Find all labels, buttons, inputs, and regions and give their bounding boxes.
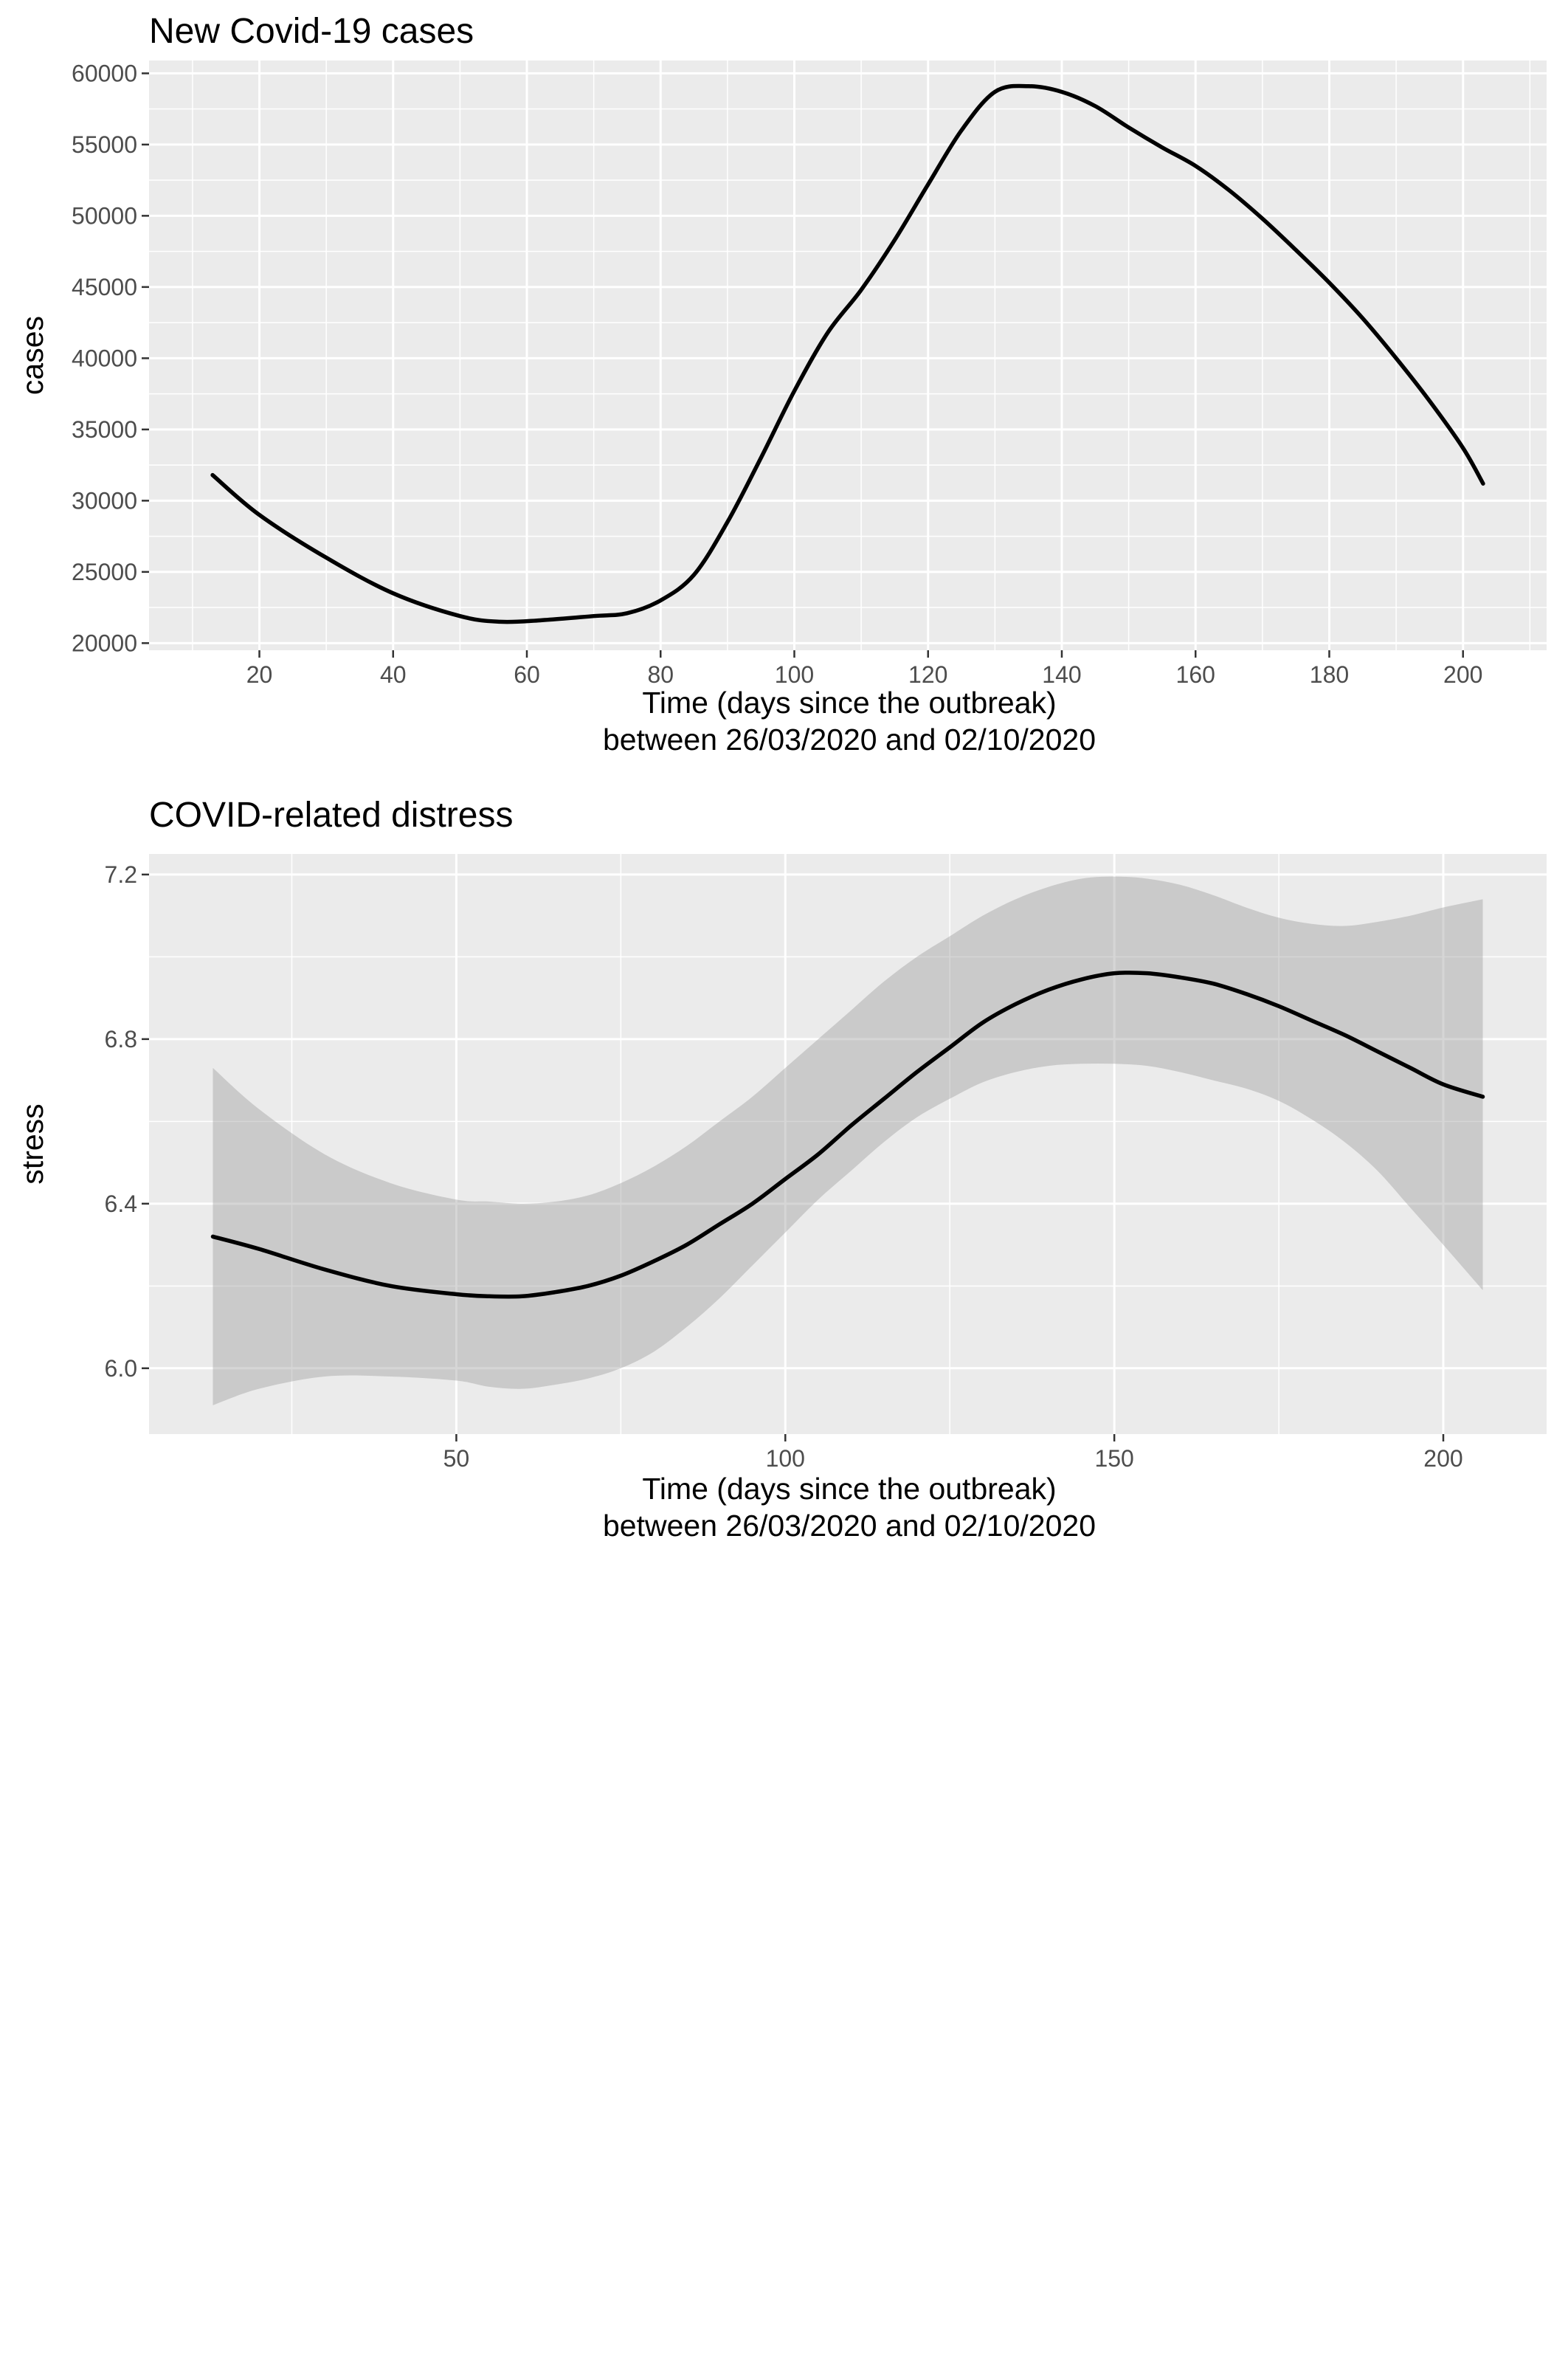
y-axis-title: stress: [15, 1103, 49, 1184]
y-tick-label: 20000: [72, 630, 137, 656]
x-axis-title: Time (days since the outbreak): [642, 686, 1056, 720]
gridlines: [149, 61, 1547, 650]
x-axis-title: Time (days since the outbreak): [642, 1472, 1056, 1506]
plot-panel: [149, 61, 1547, 650]
y-tick-label: 60000: [72, 60, 137, 86]
y-tick-label: 7.2: [105, 861, 137, 888]
y-tick-label: 50000: [72, 202, 137, 229]
x-tick-label: 200: [1423, 1445, 1462, 1472]
y-axis-title: cases: [15, 316, 49, 395]
x-tick-label: 150: [1094, 1445, 1133, 1472]
confidence-band: [213, 876, 1483, 1405]
axis-ticks: 20 40 60 80 100 120 140 160 180 200 20000 25000 3000…: [72, 60, 1482, 688]
y-tick-label: 35000: [72, 416, 137, 443]
plot-panel: [149, 854, 1547, 1434]
y-tick-label: 6.0: [105, 1355, 137, 1382]
x-tick-label: 120: [908, 661, 947, 688]
x-tick-label: 180: [1310, 661, 1349, 688]
x-tick-label: 100: [775, 661, 814, 688]
x-tick-label: 40: [380, 661, 407, 688]
x-tick-label: 100: [766, 1445, 805, 1472]
chart-distress: COVID-related distress 50 100 150 200 6.0 6.4…: [15, 796, 1547, 1543]
x-tick-label: 60: [514, 661, 540, 688]
y-tick-label: 40000: [72, 345, 137, 371]
chart-title: COVID-related distress: [149, 796, 513, 835]
series-line: [210, 971, 1485, 1299]
x-tick-label: 20: [246, 661, 273, 688]
x-tick-label: 160: [1176, 661, 1215, 688]
data-marks: [210, 876, 1485, 1405]
series-line: [210, 83, 1485, 624]
x-axis-subtitle: between 26/03/2020 and 02/10/2020: [603, 723, 1096, 757]
x-tick-label: 50: [443, 1445, 470, 1472]
x-tick-label: 140: [1042, 661, 1081, 688]
chart-cases: New Covid-19 cases 20 40 60 80 100 120 140 160 1…: [15, 12, 1547, 757]
gridlines: [149, 854, 1547, 1434]
axis-ticks: 50 100 150 200 6.0 6.4 6.8 7.2: [105, 861, 1463, 1472]
data-marks: [210, 83, 1485, 624]
y-tick-label: 6.8: [105, 1026, 137, 1053]
x-tick-label: 200: [1443, 661, 1482, 688]
y-tick-label: 25000: [72, 559, 137, 585]
x-axis-subtitle: between 26/03/2020 and 02/10/2020: [603, 1509, 1096, 1543]
x-tick-label: 80: [647, 661, 674, 688]
y-tick-label: 45000: [72, 274, 137, 300]
y-tick-label: 55000: [72, 131, 137, 158]
y-tick-label: 6.4: [105, 1191, 137, 1217]
chart-title: New Covid-19 cases: [149, 12, 474, 51]
y-tick-label: 30000: [72, 487, 137, 514]
